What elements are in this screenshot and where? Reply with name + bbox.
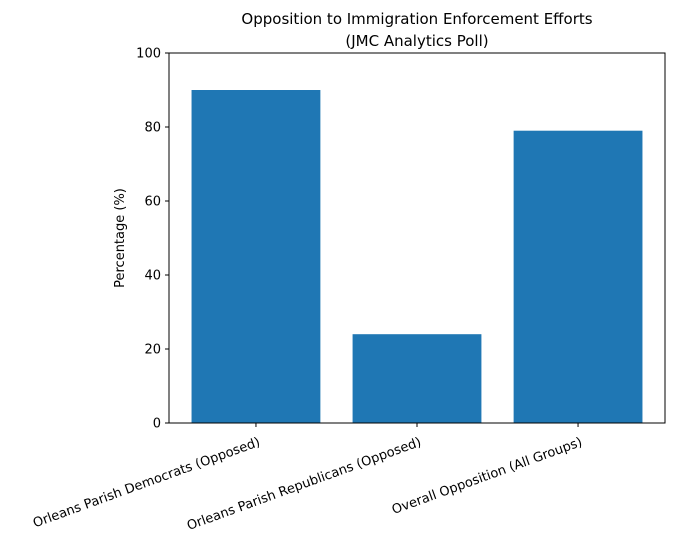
- bar: [352, 334, 482, 423]
- y-tick-label: 80: [144, 121, 161, 136]
- chart-title: Opposition to Immigration Enforcement Ef…: [241, 10, 592, 28]
- bar: [191, 90, 321, 423]
- y-tick-label: 100: [136, 47, 161, 62]
- y-tick-label: 40: [144, 269, 161, 284]
- plot-frame: [168, 52, 666, 424]
- y-tick-label: 20: [144, 343, 161, 358]
- y-tick-label: 0: [153, 417, 161, 432]
- bar: [513, 130, 643, 423]
- y-axis-label: Percentage (%): [113, 188, 128, 288]
- y-tick-label: 60: [144, 195, 161, 210]
- chart-subtitle: (JMC Analytics Poll): [345, 32, 488, 50]
